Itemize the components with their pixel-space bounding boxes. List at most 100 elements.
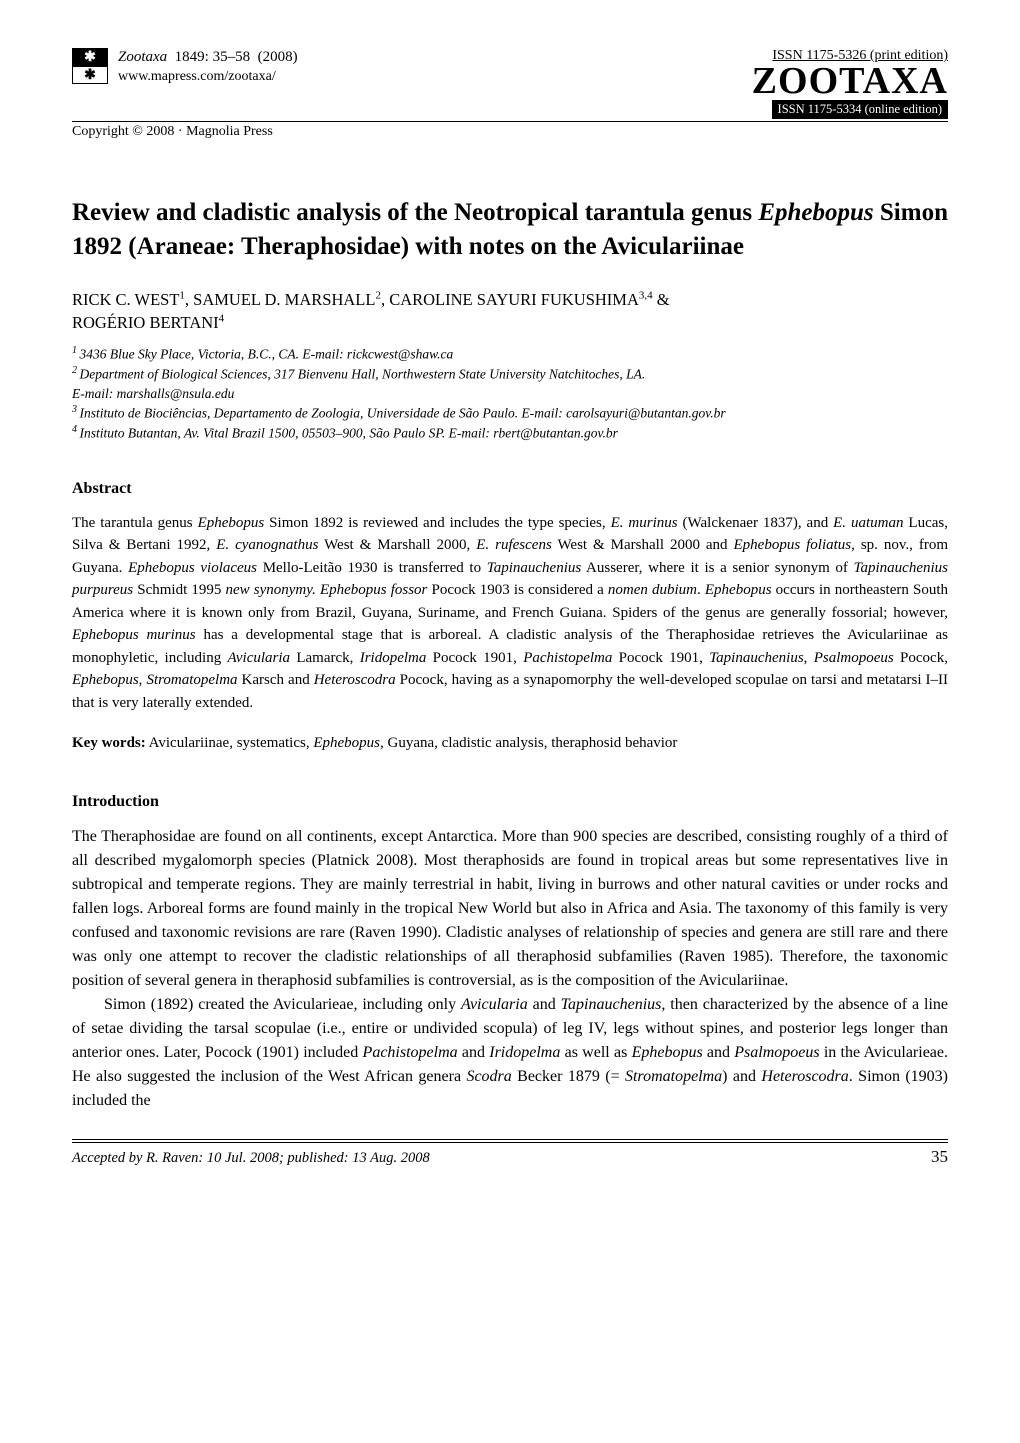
kw-text: Aviculariinae, systematics, (146, 735, 314, 751)
intro-para-1: The Theraphosidae are found on all conti… (72, 825, 948, 993)
author-4-aff: 4 (219, 312, 225, 324)
keywords: Key words: Aviculariinae, systematics, E… (72, 732, 948, 755)
abs-i: E. cyanognathus (216, 537, 318, 553)
intro-i: Stromatopelma (625, 1068, 722, 1085)
aff-1: 3436 Blue Sky Place, Victoria, B.C., CA.… (80, 346, 454, 361)
aff-2-sup: 2 (72, 365, 80, 376)
publication-info: Zootaxa 1849: 35–58 (2008) www.mapress.c… (118, 48, 298, 86)
intro-i: Avicularia (461, 996, 528, 1013)
author-list: RICK C. WEST1, SAMUEL D. MARSHALL2, CARO… (72, 288, 948, 334)
journal-brand: ZOOTAXA (752, 62, 948, 100)
abs-i: Tapinauchenius (487, 560, 581, 576)
aff-1-sup: 1 (72, 345, 80, 356)
abs-i: E. rufescens (476, 537, 552, 553)
aff-4-sup: 4 (72, 424, 80, 435)
page-number: 35 (931, 1147, 948, 1167)
abs-t: (Walckenaer 1837), and (678, 515, 834, 531)
author-2: SAMUEL D. MARSHALL (193, 290, 375, 309)
intro-i: Scodra (466, 1068, 511, 1085)
aff-2: Department of Biological Sciences, 317 B… (80, 366, 646, 381)
affiliations: 1 3436 Blue Sky Place, Victoria, B.C., C… (72, 344, 948, 444)
abs-t: Karsch and (238, 672, 314, 688)
abs-t: , (804, 650, 814, 666)
author-2-aff: 2 (375, 289, 381, 301)
intro-i: Tapinauchenius, (561, 996, 666, 1013)
aff-3: Instituto de Biociências, Departamento d… (80, 406, 726, 421)
introduction-text: The Theraphosidae are found on all conti… (72, 825, 948, 1113)
journal-url: www.mapress.com/zootaxa/ (118, 68, 298, 86)
abs-i: new synonymy. Ephebopus fossor (225, 582, 427, 598)
abs-i: Stromatopelma (146, 672, 237, 688)
author-1-aff: 1 (179, 289, 185, 301)
abs-t: Lamarck, (290, 650, 360, 666)
abstract-heading: Abstract (72, 480, 948, 498)
author-amp: & (653, 290, 670, 309)
intro-i: Heteroscodra (761, 1068, 848, 1085)
keywords-label: Key words: (72, 735, 146, 751)
intro-i: Iridopelma (489, 1044, 560, 1061)
introduction-heading: Introduction (72, 793, 948, 811)
article-title: Review and cladistic analysis of the Neo… (72, 196, 948, 264)
header-right: ISSN 1175-5326 (print edition) ZOOTAXA I… (752, 48, 948, 119)
abs-t: West & Marshall 2000, (318, 537, 476, 553)
abs-i: Ephebopus violaceus (128, 560, 257, 576)
intro-t: as well as (560, 1044, 631, 1061)
abs-i: Avicularia (228, 650, 291, 666)
pub-year: (2008) (258, 49, 298, 65)
abs-t: Mello-Leitão 1930 is transferred to (257, 560, 487, 576)
abs-t: . (697, 582, 705, 598)
intro-t: and (703, 1044, 735, 1061)
author-1: RICK C. WEST (72, 290, 179, 309)
abs-t: Pocock 1903 is considered a (427, 582, 608, 598)
abs-i: Ephebopus murinus (72, 627, 196, 643)
abs-t: West & Marshall 2000 and (552, 537, 734, 553)
title-genus: Ephebopus (758, 199, 873, 226)
author-4: ROGÉRIO BERTANI (72, 313, 219, 332)
aff-4: Instituto Butantan, Av. Vital Brazil 150… (80, 426, 618, 441)
abs-t: Simon 1892 is reviewed and includes the … (264, 515, 610, 531)
author-3-aff: 3,4 (639, 289, 653, 301)
abs-i: E. uatuman (833, 515, 903, 531)
header-left: ✱ ✱ Zootaxa 1849: 35–58 (2008) www.mapre… (72, 48, 298, 86)
abs-i: Pachistopelma (523, 650, 612, 666)
page-range: 35–58 (213, 49, 251, 65)
logo-top-icon: ✱ (72, 48, 108, 66)
abs-t: Schmidt 1995 (133, 582, 225, 598)
journal-name: Zootaxa (118, 49, 167, 65)
logo-bottom-icon: ✱ (72, 66, 108, 84)
abs-t: Ausserer, where it is a senior synonym o… (581, 560, 853, 576)
intro-para-2: Simon (1892) created the Avicularieae, i… (72, 993, 948, 1113)
issue-number: 1849 (175, 49, 205, 65)
abs-t: Pocock 1901, (612, 650, 709, 666)
abs-i: Ephebopus foliatus (734, 537, 852, 553)
author-3: CAROLINE SAYURI FUKUSHIMA (389, 290, 639, 309)
intro-i: Psalmopoeus (734, 1044, 819, 1061)
footer-rule (72, 1139, 948, 1140)
journal-logo-icon: ✱ ✱ (72, 48, 108, 84)
abstract-text: The tarantula genus Ephebopus Simon 1892… (72, 512, 948, 715)
issn-online: ISSN 1175-5334 (online edition) (772, 100, 948, 119)
kw-ital: Ephebopus, (313, 735, 383, 751)
abs-i: E. murinus (611, 515, 678, 531)
copyright-line: Copyright © 2008 · Magnolia Press (72, 121, 948, 140)
abs-i: Ephebopus (72, 672, 139, 688)
aff-3-sup: 3 (72, 404, 80, 415)
kw-text: Guyana, cladistic analysis, theraphosid … (384, 735, 678, 751)
page-footer: Accepted by R. Raven: 10 Jul. 2008; publ… (72, 1142, 948, 1167)
abs-t: The tarantula genus (72, 515, 198, 531)
abs-i: Ephebopus (198, 515, 265, 531)
abs-i: Heteroscodra (314, 672, 396, 688)
abs-i: Ephebopus (705, 582, 772, 598)
abs-t: Pocock 1901, (426, 650, 523, 666)
title-pre: Review and cladistic analysis of the Neo… (72, 199, 758, 226)
intro-t: and (458, 1044, 490, 1061)
abs-i: Iridopelma (360, 650, 427, 666)
intro-t: ) and (722, 1068, 761, 1085)
accepted-date: Accepted by R. Raven: 10 Jul. 2008; publ… (72, 1150, 430, 1167)
intro-t: and (528, 996, 561, 1013)
abs-i: Psalmopoeus (814, 650, 894, 666)
aff-2b: E-mail: marshalls@nsula.edu (72, 386, 234, 401)
intro-t: Becker 1879 (= (512, 1068, 625, 1085)
intro-t: Simon (1892) created the Avicularieae, i… (104, 996, 461, 1013)
journal-header: ✱ ✱ Zootaxa 1849: 35–58 (2008) www.mapre… (72, 48, 948, 119)
